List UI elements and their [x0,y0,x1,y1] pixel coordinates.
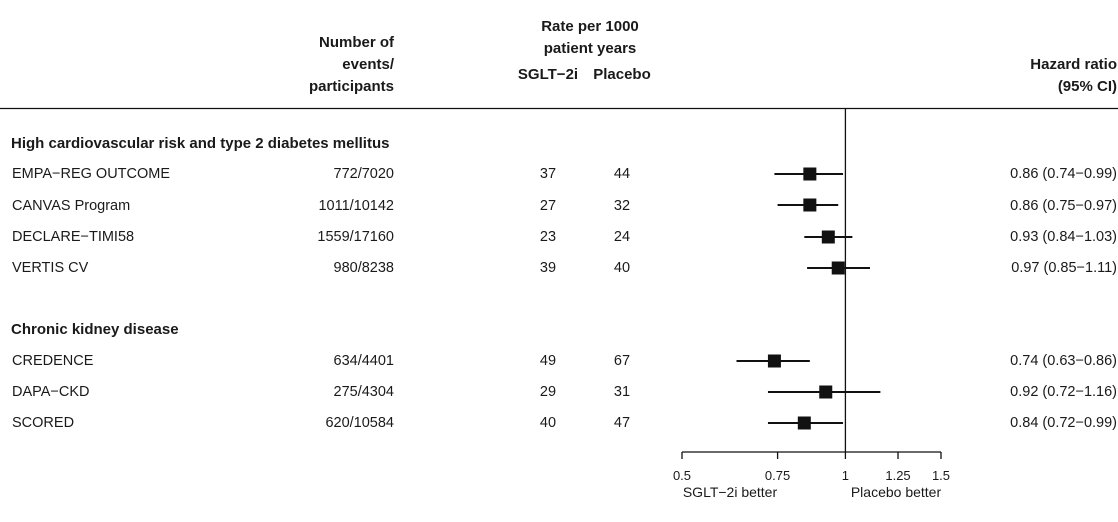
hr-ci-text: 0.74 (0.63−0.86) [1010,353,1117,369]
hr-ci-text: 0.86 (0.75−0.97) [1010,198,1117,214]
placebo-rate: 47 [613,415,631,431]
events-value: 772/7020 [333,166,394,182]
sglt2i-rate: 37 [539,166,557,182]
favors-sglt2i-label: SGLT−2i better [682,484,778,500]
sglt2i-rate: 49 [539,353,557,369]
sglt2i-rate: 39 [539,260,557,276]
placebo-rate: 32 [613,198,631,214]
hr-marker [797,416,811,430]
sglt2i-rate: 23 [539,229,557,245]
events-value: 634/4401 [333,353,394,369]
events-header-line-3: participants [308,78,394,95]
x-tick-label: 0.75 [764,468,791,483]
events-value: 1011/10142 [318,198,394,214]
placebo-rate: 44 [613,166,631,182]
hr-ci-text: 0.84 (0.72−0.99) [1010,415,1117,431]
events-value: 275/4304 [333,384,394,400]
hr-ci-text: 0.86 (0.74−0.99) [1010,166,1117,182]
placebo-rate: 67 [613,353,631,369]
hr-marker [821,230,835,244]
hr-marker [803,167,817,181]
hr-header-line-2: (95% CI) [1057,78,1117,95]
trial-name: EMPA−REG OUTCOME [12,166,171,182]
events-value: 980/8238 [333,260,394,276]
rate-header-line-1: Rate per 1000 [541,18,639,35]
sglt2i-header: SGLT−2i [517,66,579,83]
x-tick-label: 1.25 [885,468,911,483]
hr-header-line-1: Hazard ratio [1030,56,1117,73]
hr-ci-text: 0.92 (0.72−1.16) [1010,384,1117,400]
events-value: 1559/17160 [317,229,394,245]
group-title-ckd: Chronic kidney disease [11,321,179,338]
placebo-header: Placebo [593,66,651,83]
x-tick-label: 1.5 [931,468,951,483]
group-title-cardiovascular: High cardiovascular risk and type 2 diab… [11,135,390,152]
placebo-rate: 40 [613,260,631,276]
placebo-rate: 24 [613,229,631,245]
hr-marker [803,198,817,212]
sglt2i-rate: 29 [539,384,557,400]
hr-marker [819,385,833,399]
x-tick-label: 0.5 [672,468,692,483]
hr-ci-text: 0.97 (0.85−1.11) [1011,260,1117,276]
sglt2i-rate: 40 [539,415,557,431]
sglt2i-rate: 27 [539,198,557,214]
hr-marker [767,354,781,368]
hr-marker [831,261,845,275]
placebo-rate: 31 [613,384,631,400]
events-header-line-1: Number of [319,34,394,51]
events-header-line-2: events/ [342,56,394,73]
hr-ci-text: 0.93 (0.84−1.03) [1010,229,1117,245]
x-tick-label: 1 [841,468,850,483]
trial-name: DAPA−CKD [12,384,90,400]
events-value: 620/10584 [325,415,394,431]
trial-name: CREDENCE [12,353,94,369]
favors-placebo-label: Placebo better [850,484,942,500]
trial-name: VERTIS CV [12,260,89,276]
trial-name: SCORED [12,415,75,431]
trial-name: DECLARE−TIMI58 [12,229,135,245]
rate-header-line-2: patient years [543,40,637,57]
trial-name: CANVAS Program [12,198,131,214]
